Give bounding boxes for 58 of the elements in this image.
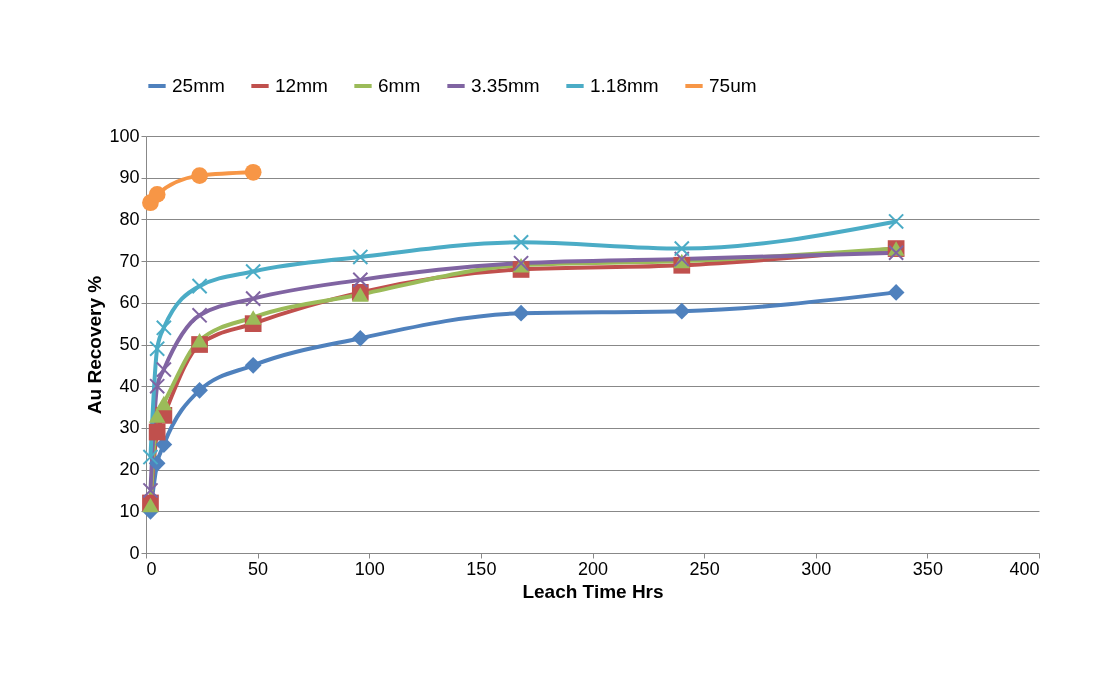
x-axis-title: Leach Time Hrs [522, 580, 664, 602]
point [673, 302, 691, 320]
y-tick-label: 40 [119, 375, 140, 396]
legend-label: 3.35mm [471, 75, 540, 96]
point [191, 307, 208, 324]
y-tick-label: 30 [119, 417, 140, 438]
point [512, 304, 530, 322]
point [244, 310, 262, 325]
y-tick-label: 70 [119, 250, 140, 271]
y-tick-label: 90 [119, 167, 140, 188]
y-tick-label: 20 [119, 459, 140, 480]
point [244, 163, 262, 181]
point [888, 213, 905, 230]
point [191, 167, 208, 184]
point [888, 244, 905, 261]
point [148, 408, 166, 423]
legend-label: 6mm [378, 75, 421, 96]
point [148, 423, 166, 441]
point [148, 186, 166, 203]
legend-label: 12mm [275, 75, 328, 96]
legend-label: 1.18mm [590, 75, 659, 96]
point [155, 319, 172, 336]
point [155, 395, 173, 411]
x-tick-label: 200 [577, 558, 609, 579]
point [351, 329, 369, 347]
x-tick-label: 150 [466, 558, 497, 579]
point [191, 382, 208, 399]
point [142, 482, 159, 499]
legend-label: 75um [709, 75, 757, 96]
x-tick-label: 250 [689, 558, 720, 579]
y-tick-label: 0 [129, 542, 140, 563]
point [352, 248, 369, 265]
x-tick-label: 100 [354, 558, 385, 579]
x-tick-label: 300 [801, 558, 832, 579]
x-tick-label: 350 [912, 558, 943, 579]
x-tick-label: 50 [248, 558, 269, 579]
point [149, 340, 166, 357]
y-tick-label: 80 [119, 208, 140, 229]
point [149, 378, 166, 395]
y-axis-title: Au Recovery % [84, 275, 106, 415]
point [244, 356, 262, 374]
point [352, 271, 369, 288]
point [191, 278, 208, 295]
legend-label: 25mm [172, 75, 225, 96]
point [887, 284, 905, 301]
y-tick-label: 60 [119, 292, 140, 313]
y-tick-label: 10 [119, 500, 140, 521]
point [245, 263, 262, 280]
x-tick-label: 0 [146, 558, 157, 579]
point [245, 290, 262, 307]
point [512, 234, 530, 251]
x-tick-label: 400 [1009, 558, 1040, 579]
point [673, 240, 690, 257]
y-tick-label: 50 [119, 334, 140, 354]
point [191, 333, 208, 348]
y-tick-label: 100 [109, 125, 140, 146]
point [142, 449, 159, 466]
point [155, 361, 172, 378]
